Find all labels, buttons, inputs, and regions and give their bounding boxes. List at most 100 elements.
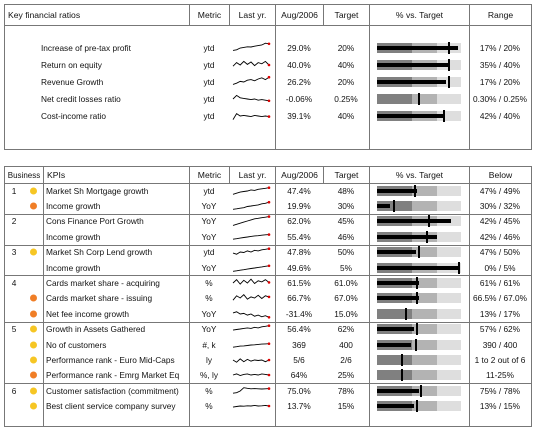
kpi-target: 61.0% (334, 278, 358, 289)
sparkline-line (232, 405, 270, 408)
bullet-chart (377, 369, 461, 382)
ratio-range: 17% / 20% (479, 42, 521, 53)
bullet-chart (377, 261, 461, 274)
ratio-range: 17% / 20% (479, 76, 521, 87)
bullet-chart (377, 215, 461, 228)
kpi-row: No of customers #, k 369 400 390 / 400 (5, 337, 531, 352)
kpi-target: 62% (337, 324, 355, 335)
kpi-row: 2 Cons Finance Port Growth YoY 62.0% 45% 42% … (5, 214, 531, 229)
kpi-label: Best client service company survey (46, 401, 176, 412)
ratio-row: Net credit losses ratio ytd -0.06% 0.25% 0.3… (5, 90, 531, 107)
bullet-chart (377, 200, 461, 213)
ratio-label: Revenue Growth (41, 76, 104, 87)
status-dot-yellow (30, 325, 37, 333)
sparkline-line (232, 325, 270, 331)
sparkline-end-dot (267, 186, 271, 189)
bullet-target-marker (416, 292, 419, 305)
group-separator (5, 213, 531, 215)
bullet-range-good (437, 247, 461, 258)
ratio-row: Increase of pre-tax profit ytd 29.0% 20% 17%… (5, 39, 531, 56)
status-dot-yellow (30, 187, 37, 195)
bullet-target-marker (405, 307, 408, 320)
bullet-range-ok (412, 278, 438, 289)
kpi-below: 61% / 61% (479, 278, 521, 289)
group-separator (5, 383, 531, 385)
kpi-row: Cards market share - issuing% 66.7% 67.0% 6… (5, 291, 531, 306)
bullet-range-poor (377, 308, 413, 319)
sparkline-line (232, 76, 270, 85)
kpi-row: Net fee income growth YoY -31.4% 15.0% 13% /… (5, 306, 531, 321)
ratio-target: 40% (337, 59, 355, 70)
bullet-range-good (437, 401, 461, 412)
sparkline (232, 247, 271, 255)
sparkline (232, 294, 271, 301)
sparkline-line (232, 248, 270, 255)
bullet-chart (377, 338, 461, 351)
sparkline-line (232, 60, 270, 67)
bullet-range-good (437, 231, 461, 242)
bullet-target-marker (419, 384, 422, 397)
kpi-below: 57% / 62% (479, 324, 521, 335)
ratio-aug-value: 40.0% (287, 59, 311, 70)
key-financial-ratios-panel: Key financial ratios Metric Last yr. Aug… (4, 4, 532, 150)
bullet-chart (377, 292, 461, 305)
bullet-range-good (437, 339, 461, 350)
sparkline-line (232, 265, 270, 272)
group-separator (5, 244, 531, 246)
kpi-label: Income growth (46, 262, 101, 273)
bullet-range-ok (412, 308, 438, 319)
sparkline-line (232, 112, 270, 120)
bullet-range-ok (412, 355, 438, 366)
kpi-below: 42% / 46% (479, 231, 521, 242)
header-target: Target (323, 167, 369, 183)
kpi-metric: % (205, 401, 213, 412)
kpi-label: Cards market share - issuing (46, 293, 153, 304)
ratio-metric: ytd (203, 110, 215, 121)
sparkline-end-dot (267, 42, 271, 45)
kpi-aug-value: 62.0% (287, 216, 311, 227)
header-pct-vs-target: % vs. Target (369, 5, 469, 25)
bullet-chart (377, 307, 461, 320)
bullet-actual-bar (377, 45, 459, 50)
kpi-target: 67.0% (334, 293, 358, 304)
bullet-chart (377, 246, 461, 259)
ratio-aug-value: 29.0% (287, 42, 311, 53)
bullet-range-good (437, 385, 461, 396)
kpi-target: 30% (337, 201, 355, 212)
kpi-below: 11-25% (486, 370, 514, 381)
bullet-target-marker (392, 200, 395, 213)
sparkline-line (232, 42, 270, 51)
bullet-range-ok (412, 201, 438, 212)
kpi-metric: ytd (203, 247, 215, 258)
kpi-row: 3 Market Sh Corp Lend growth ytd 47.8% 50% 47… (5, 245, 531, 260)
sparkline-end-dot (267, 342, 271, 345)
kpi-target: 25% (337, 370, 355, 381)
bullet-range-ok (412, 324, 438, 335)
sparkline-line (232, 373, 270, 377)
sparkline-end-dot (267, 358, 271, 362)
kpi-row: 6 Customer satisfaction (commitment)% 75.0… (5, 383, 531, 398)
sparkline-line (232, 216, 270, 227)
kpi-label: No of customers (46, 339, 107, 350)
sparkline-line (232, 278, 270, 285)
bullet-target-marker (416, 323, 419, 336)
kpi-label: Growth in Assets Gathered (46, 324, 146, 335)
bullet-actual-bar (377, 281, 419, 286)
bullet-target-marker (448, 58, 451, 71)
sparkline-line (232, 358, 270, 363)
top-header-row: Key financial ratios Metric Last yr. Aug… (5, 5, 531, 26)
bullet-range-good (437, 308, 461, 319)
bullet-actual-bar (377, 188, 418, 193)
kpi-below: 47% / 50% (479, 247, 521, 258)
sparkline (232, 233, 271, 240)
bullet-range-ok (412, 293, 438, 304)
sparkline-end-dot (267, 114, 271, 118)
ratio-aug-value: 39.1% (287, 110, 311, 121)
bullet-actual-bar (377, 219, 451, 224)
status-dot-yellow (30, 402, 37, 410)
ratio-range: 35% / 40% (479, 59, 521, 70)
kpi-below: 42% / 45% (479, 216, 521, 227)
kpi-label: Performance rank - Emrg Market Eq (46, 370, 180, 381)
sparkline-end-dot (267, 387, 271, 390)
bullet-target-marker (448, 75, 451, 88)
